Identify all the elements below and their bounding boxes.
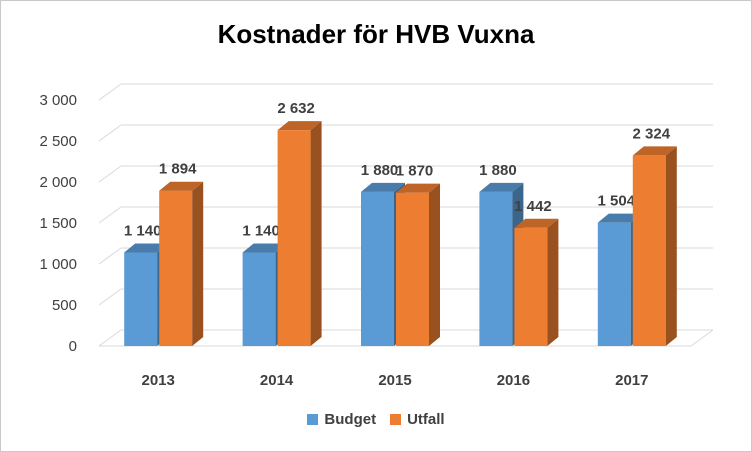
legend-label-budget: Budget: [324, 411, 377, 428]
x-tick-label: 2015: [378, 372, 411, 389]
bar-side-utfall-2015: [429, 183, 440, 346]
y-tick-label: 2 000: [39, 174, 77, 191]
legend-item-budget: Budget: [307, 411, 376, 428]
y-tick-label: 2 500: [39, 133, 77, 150]
data-label-utfall-2013: 1 894: [159, 161, 197, 178]
data-label-budget-2014: 1 140: [242, 223, 280, 240]
y-tick-label: 500: [52, 297, 77, 314]
data-label-utfall-2016: 1 442: [514, 198, 552, 215]
x-tick-label: 2014: [260, 372, 294, 389]
x-tick-label: 2016: [497, 372, 530, 389]
gridline-depth: [98, 206, 122, 224]
bar-top-utfall-2013: [159, 181, 204, 191]
gridline-depth: [98, 83, 122, 101]
legend-label-utfall: Utfall: [407, 411, 445, 428]
data-label-utfall-2015: 1 870: [396, 163, 434, 180]
gridline-depth: [98, 329, 122, 347]
y-tick-label: 0: [69, 338, 77, 355]
bar-top-utfall-2016: [514, 218, 559, 228]
bar-utfall-2015: [396, 192, 429, 346]
legend-swatch-budget: [307, 414, 319, 425]
data-label-budget-2016: 1 880: [479, 162, 517, 179]
bar-budget-2014: [242, 252, 276, 346]
data-label-budget-2015: 1 880: [361, 162, 399, 179]
bar-side-utfall-2017: [665, 146, 677, 346]
floor-edge-depth: [690, 329, 714, 347]
bar-utfall-2017: [632, 155, 666, 346]
bar-utfall-2013: [159, 190, 193, 346]
bar-budget-2017: [597, 222, 631, 346]
bar-top-budget-2016: [479, 182, 524, 192]
gridline-depth: [98, 247, 122, 265]
chart-title: Kostnader för HVB Vuxna: [217, 19, 535, 49]
data-label-utfall-2017: 2 324: [633, 125, 671, 142]
legend: Budget Utfall: [1, 411, 751, 428]
gridline-depth: [98, 165, 122, 183]
legend-item-utfall: Utfall: [390, 411, 445, 428]
bar-utfall-2014: [277, 130, 311, 346]
bar-top-utfall-2014: [277, 121, 322, 131]
legend-swatch-utfall: [390, 414, 402, 425]
gridline-depth: [98, 124, 122, 142]
y-tick-label: 1 000: [39, 256, 77, 273]
y-tick-label: 3 000: [39, 92, 77, 109]
bar-utfall-2016: [514, 227, 548, 346]
bar-top-utfall-2015: [396, 183, 440, 193]
gridline-depth: [98, 288, 122, 306]
y-tick-label: 1 500: [39, 215, 77, 232]
data-label-utfall-2014: 2 632: [277, 100, 315, 117]
bar-budget-2015: [361, 191, 394, 346]
bar-top-budget-2014: [242, 243, 287, 253]
bar-side-utfall-2016: [547, 218, 559, 346]
bar-side-utfall-2013: [192, 181, 204, 346]
bar-top-budget-2015: [361, 182, 405, 192]
x-tick-label: 2017: [615, 372, 648, 389]
bar-budget-2016: [479, 191, 513, 346]
x-tick-label: 2013: [142, 372, 175, 389]
data-label-budget-2017: 1 504: [598, 193, 636, 210]
bar-top-budget-2013: [124, 243, 169, 253]
bar-budget-2013: [124, 252, 158, 346]
bar-top-utfall-2017: [632, 146, 677, 156]
data-label-budget-2013: 1 140: [124, 223, 162, 240]
bar-top-budget-2017: [597, 213, 642, 223]
bar-side-utfall-2014: [310, 121, 322, 347]
